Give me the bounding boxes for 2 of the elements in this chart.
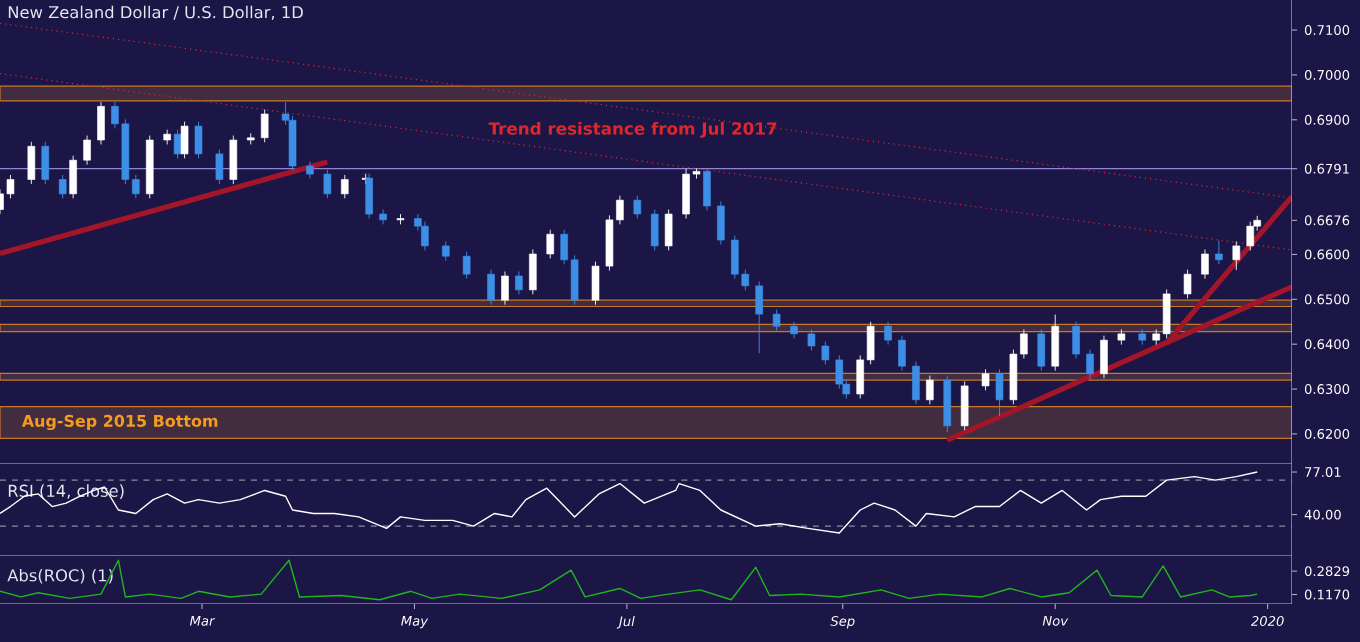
chart-title: New Zealand Dollar / U.S. Dollar, 1D xyxy=(8,5,303,21)
annotation: Trend resistance from Jul 2017 xyxy=(488,121,777,138)
